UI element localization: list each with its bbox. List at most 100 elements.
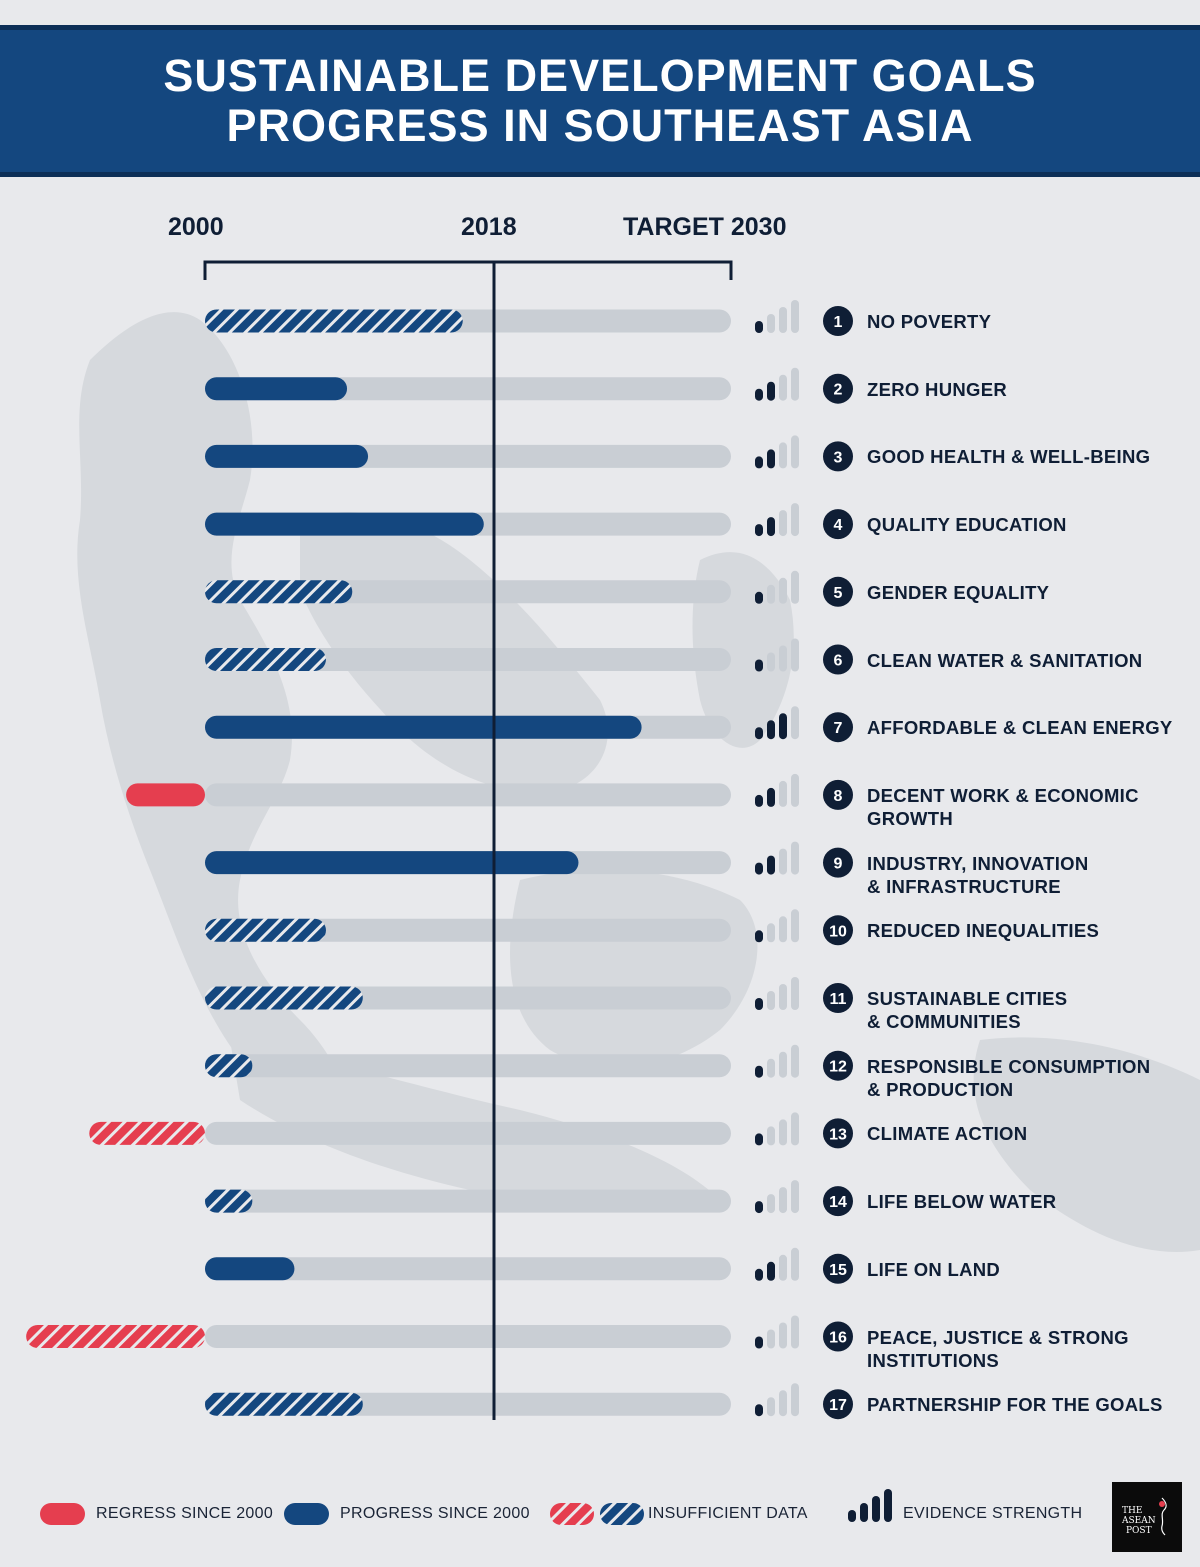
- goal-8-evidence-bar: [779, 780, 787, 807]
- goal-5-bar: [205, 580, 353, 604]
- goal-12-label-line-2: & PRODUCTION: [867, 1078, 1014, 1100]
- goal-3-bar: [205, 444, 369, 468]
- goal-5-label: GENDER EQUALITY: [867, 581, 1197, 604]
- goal-14-bar: [205, 1189, 253, 1213]
- legend-insufficient-blue-swatch: [600, 1503, 644, 1525]
- goal-12-track: [205, 1054, 731, 1078]
- goal-15-number: 15: [829, 1262, 847, 1279]
- page-title-line-1: SUSTAINABLE DEVELOPMENT GOALS: [163, 50, 1037, 101]
- goal-11-evidence-bar: [779, 984, 787, 1010]
- goal-6-track: [205, 648, 731, 671]
- goal-17-label: PARTNERSHIP FOR THE GOALS: [867, 1393, 1197, 1416]
- goal-7-label-line-1: AFFORDABLE & CLEAN ENERGY: [867, 717, 1173, 739]
- goal-7-evidence-bar: [791, 706, 799, 740]
- legend-swatches: [40, 1489, 892, 1525]
- goal-17-evidence-bar: [779, 1390, 787, 1417]
- legend-progress-label: PROGRESS SINCE 2000: [340, 1505, 530, 1522]
- goal-2-label: ZERO HUNGER: [867, 378, 1197, 401]
- goal-16-label: PEACE, JUSTICE & STRONG INSTITUTIONS: [867, 1326, 1197, 1372]
- goal-2-number: 2: [834, 382, 843, 399]
- goal-3-evidence-bar: [767, 449, 775, 469]
- goal-4-label: QUALITY EDUCATION: [867, 513, 1197, 536]
- goal-11-evidence-bar: [755, 998, 763, 1010]
- goal-10-number: 10: [829, 923, 847, 940]
- goal-9-evidence-icon: [755, 841, 799, 875]
- goal-10-label-line-1: REDUCED INEQUALITIES: [867, 920, 1100, 942]
- goal-10-evidence-icon: [755, 909, 799, 943]
- goal-16-evidence-bar: [779, 1322, 787, 1349]
- goal-16-evidence-bar: [767, 1329, 775, 1349]
- goal-13-evidence-bar: [767, 1126, 775, 1146]
- goal-16-number: 16: [829, 1330, 847, 1347]
- hummingbird-icon: [1159, 1497, 1167, 1536]
- goal-15-track: [205, 1257, 731, 1281]
- goal-4-evidence-icon: [755, 503, 799, 537]
- goal-8-label: DECENT WORK & ECONOMIC GROWTH: [867, 784, 1197, 830]
- goal-6-evidence-bar: [779, 645, 787, 672]
- goal-6-evidence-bar: [767, 652, 775, 672]
- goal-1-badge: [823, 306, 853, 336]
- goal-15-evidence-icon: [755, 1247, 799, 1281]
- goal-13-bar: [89, 1121, 205, 1145]
- goal-1-evidence-bar: [791, 300, 799, 333]
- goal-12-bar: [205, 1054, 253, 1078]
- goal-3-label-line-1: GOOD HEALTH & WELL-BEING: [867, 446, 1151, 468]
- goal-9-badge: [823, 847, 853, 878]
- goal-17-badge: [823, 1389, 853, 1420]
- goal-2-bar: [205, 377, 348, 401]
- goal-16-badge: [823, 1321, 853, 1352]
- logo-text-post: POST: [1126, 1526, 1152, 1536]
- goal-1-evidence-icon: [755, 300, 799, 333]
- goal-9-evidence-bar: [791, 841, 799, 875]
- goal-3-badge: [823, 441, 853, 472]
- goal-1-label-line-1: NO POVERTY: [867, 311, 992, 332]
- legend-evidence-label: EVIDENCE STRENGTH: [903, 1505, 1083, 1522]
- goal-17-evidence-bar: [767, 1397, 775, 1417]
- goal-3-evidence-bar: [779, 442, 787, 469]
- goal-12-label: RESPONSIBLE CONSUMPTION & PRODUCTION: [867, 1055, 1197, 1101]
- goal-6-badge: [823, 644, 853, 675]
- goal-5-evidence-bar: [755, 591, 763, 604]
- goal-3-evidence-bar: [755, 456, 763, 469]
- goal-1-evidence-bar: [779, 307, 787, 333]
- goal-16-evidence-bar: [791, 1315, 799, 1349]
- goal-17-evidence-icon: [755, 1383, 799, 1417]
- goal-3-label: GOOD HEALTH & WELL-BEING: [867, 445, 1197, 468]
- goal-13-evidence-bar: [755, 1133, 763, 1146]
- axis-label-2000: 2000: [168, 213, 224, 241]
- goal-8-evidence-bar: [791, 773, 799, 807]
- goal-15-evidence-bar: [779, 1254, 787, 1281]
- asean-post-logo: THE ASEAN POST: [1112, 1482, 1182, 1552]
- goal-16-label-line-1: PEACE, JUSTICE & STRONG: [867, 1326, 1129, 1348]
- goal-5-evidence-bar: [767, 584, 775, 604]
- goal-6-evidence-icon: [755, 638, 799, 672]
- goal-12-evidence-bar: [779, 1051, 787, 1078]
- goal-14-evidence-bar: [791, 1180, 799, 1214]
- goal-5-number: 5: [834, 585, 843, 602]
- goal-6-label-line-1: CLEAN WATER & SANITATION: [867, 649, 1143, 671]
- goal-15-evidence-bar: [791, 1247, 799, 1281]
- goal-16-evidence-icon: [755, 1315, 799, 1349]
- goal-6-evidence-bar: [791, 638, 799, 672]
- goal-6-evidence-bar: [755, 659, 763, 672]
- goal-13-label: CLIMATE ACTION: [867, 1122, 1197, 1145]
- goal-13-evidence-icon: [755, 1112, 799, 1146]
- goal-17-label-line-1: PARTNERSHIP FOR THE GOALS: [867, 1394, 1163, 1416]
- goal-4-badge: [823, 509, 853, 540]
- goal-10-label: REDUCED INEQUALITIES: [867, 919, 1197, 942]
- goal-8-badge: [823, 779, 853, 810]
- goal-11-evidence-bar: [767, 991, 775, 1010]
- goal-15-badge: [823, 1253, 853, 1284]
- legend-regress-label: REGRESS SINCE 2000: [96, 1505, 274, 1522]
- goal-15-evidence-bar: [755, 1268, 763, 1281]
- goal-11-evidence-icon: [755, 977, 799, 1010]
- goal-11-evidence-bar: [791, 977, 799, 1010]
- goal-9-number: 9: [834, 856, 843, 873]
- goal-9-bar: [205, 851, 579, 875]
- logo-text-asean: ASEAN: [1122, 1516, 1156, 1526]
- goal-6-number: 6: [834, 653, 843, 670]
- goal-11-label: SUSTAINABLE CITIES & COMMUNITIES: [867, 987, 1197, 1033]
- goal-10-bar: [205, 918, 326, 942]
- goal-12-evidence-icon: [755, 1044, 799, 1078]
